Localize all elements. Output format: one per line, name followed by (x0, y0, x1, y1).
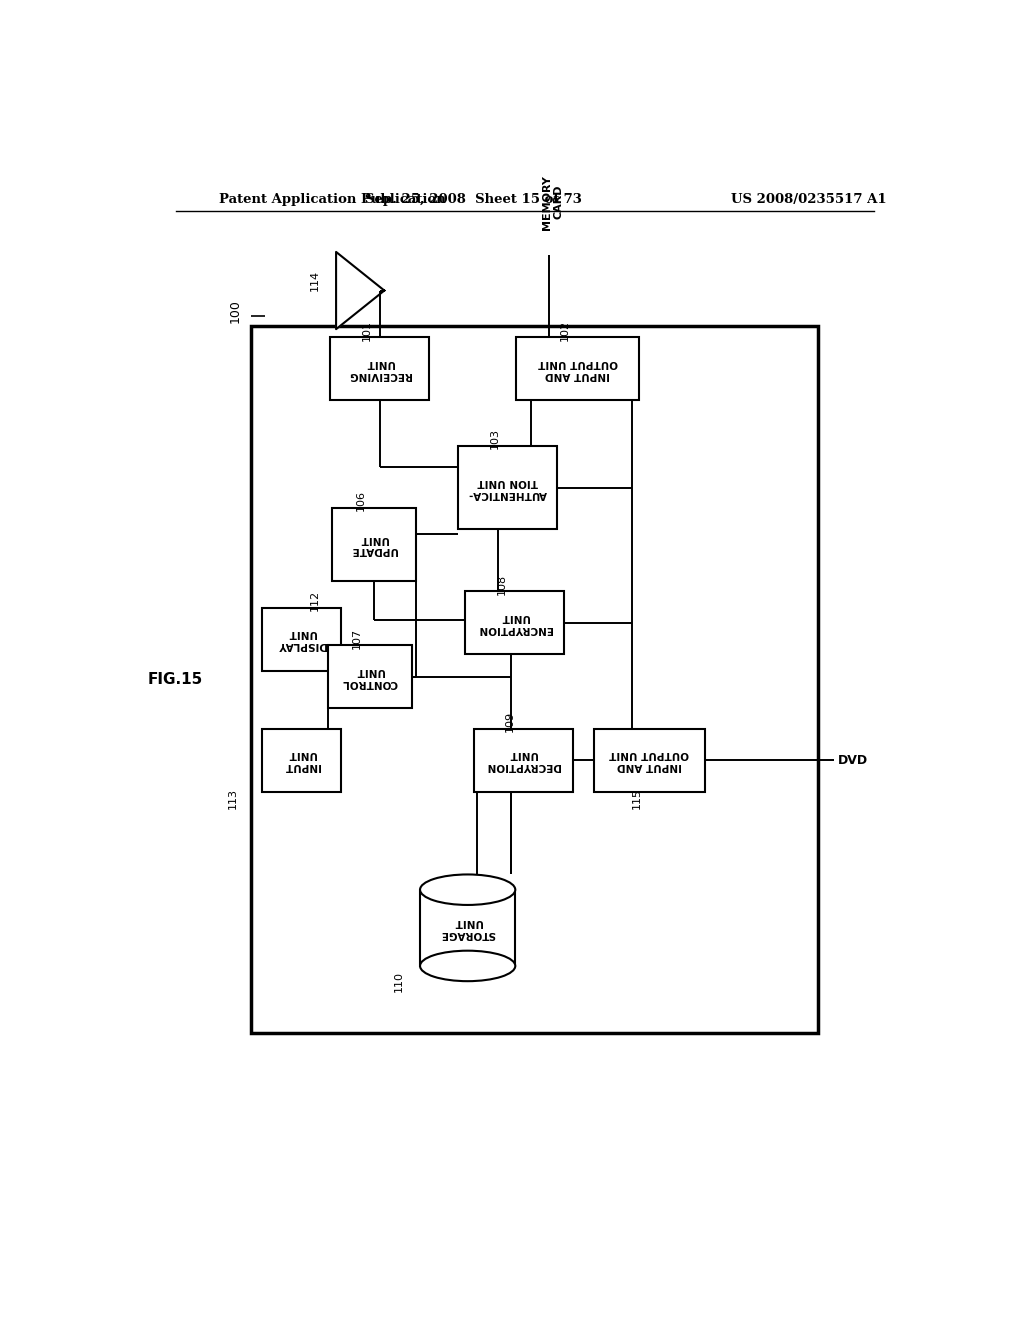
Text: Patent Application Publication: Patent Application Publication (219, 193, 446, 206)
Ellipse shape (420, 874, 515, 906)
Text: US 2008/0235517 A1: US 2008/0235517 A1 (731, 193, 887, 206)
Text: 115: 115 (632, 788, 641, 809)
Text: AUTHENTICA-
TION UNIT: AUTHENTICA- TION UNIT (468, 477, 547, 499)
Text: 112: 112 (309, 590, 319, 611)
Polygon shape (336, 252, 384, 329)
Text: INPUT AND
OUTPUT UNIT: INPUT AND OUTPUT UNIT (609, 750, 689, 771)
Text: 109: 109 (505, 711, 515, 733)
Text: 113: 113 (228, 788, 239, 809)
Text: 106: 106 (356, 491, 367, 511)
FancyBboxPatch shape (262, 607, 341, 671)
Text: 108: 108 (497, 574, 507, 595)
Text: 102: 102 (560, 319, 570, 341)
Text: 101: 101 (361, 319, 372, 341)
Text: UPDATE
UNIT: UPDATE UNIT (351, 533, 397, 556)
Text: INPUT
UNIT: INPUT UNIT (284, 750, 319, 771)
Text: DVD: DVD (839, 754, 868, 767)
FancyBboxPatch shape (516, 338, 639, 400)
FancyBboxPatch shape (329, 645, 412, 709)
Text: FIG.15: FIG.15 (148, 672, 203, 688)
FancyBboxPatch shape (420, 890, 515, 966)
Text: 100: 100 (228, 300, 242, 323)
FancyBboxPatch shape (458, 446, 557, 529)
FancyBboxPatch shape (251, 326, 818, 1032)
Text: 107: 107 (352, 627, 362, 648)
FancyBboxPatch shape (474, 729, 572, 792)
Ellipse shape (420, 950, 515, 981)
FancyBboxPatch shape (465, 591, 564, 655)
Text: STORAGE
UNIT: STORAGE UNIT (440, 917, 496, 939)
Text: Sep. 25, 2008  Sheet 15 of 73: Sep. 25, 2008 Sheet 15 of 73 (365, 193, 582, 206)
FancyBboxPatch shape (594, 729, 705, 792)
FancyBboxPatch shape (333, 508, 416, 581)
Text: MEMORY
CARD: MEMORY CARD (542, 174, 563, 230)
Text: 114: 114 (310, 269, 321, 290)
FancyBboxPatch shape (262, 729, 341, 792)
Text: 103: 103 (489, 429, 500, 449)
FancyBboxPatch shape (330, 338, 429, 400)
Text: ENCRYPTION
UNIT: ENCRYPTION UNIT (477, 612, 552, 634)
Text: DECRYPTION
UNIT: DECRYPTION UNIT (486, 750, 560, 771)
Text: INPUT AND
OUTPUT UNIT: INPUT AND OUTPUT UNIT (538, 358, 617, 380)
Text: RECEIVING
UNIT: RECEIVING UNIT (348, 358, 411, 380)
Text: 110: 110 (394, 972, 404, 993)
Text: DISPLAY
UNIT: DISPLAY UNIT (278, 628, 326, 649)
Text: CONTROL
UNIT: CONTROL UNIT (342, 667, 398, 688)
